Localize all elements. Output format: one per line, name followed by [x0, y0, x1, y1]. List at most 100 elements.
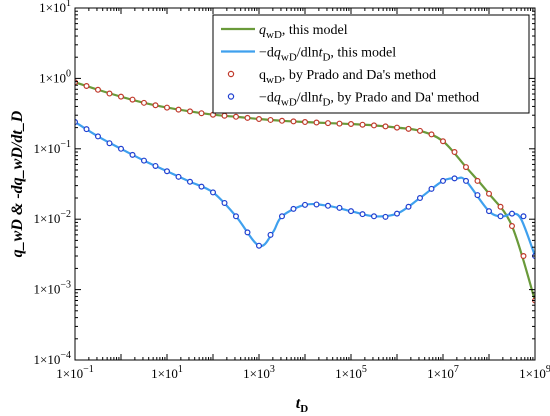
data-point-2 — [75, 79, 78, 86]
legend-swatch-marker — [227, 70, 235, 78]
x-tick-label: 1×105 — [335, 364, 367, 381]
data-point-3 — [405, 203, 412, 210]
data-point-2 — [451, 149, 458, 156]
data-point-2 — [313, 119, 320, 126]
data-point-2 — [106, 90, 113, 97]
data-point-3 — [152, 162, 159, 169]
legend-label: qwD, by Prado and Da's method — [259, 68, 436, 86]
data-point-2 — [94, 86, 101, 93]
data-point-3 — [164, 168, 171, 175]
data-point-3 — [117, 145, 124, 152]
data-point-2 — [140, 99, 147, 106]
data-point-2 — [221, 112, 228, 119]
data-point-3 — [370, 213, 377, 220]
legend: qwD, this model −dqwD/dlntD, this model qw… — [212, 14, 530, 114]
legend-label: −dqwD/dlntD, by Prado and Da' method — [259, 91, 479, 109]
legend-box — [212, 14, 530, 114]
x-axis-label: tD — [296, 395, 308, 415]
data-point-3 — [324, 202, 331, 209]
y-tick-labels: 1×10−4 1×10−3 1×10−2 1×10−1 1×100 1×101 — [34, 0, 71, 367]
x-tick-label: 1×107 — [427, 364, 459, 381]
data-point-3 — [440, 177, 447, 184]
data-point-2 — [232, 113, 239, 120]
data-point-2 — [302, 119, 309, 126]
data-point-2 — [394, 124, 401, 131]
data-point-3 — [313, 201, 320, 208]
data-point-3 — [302, 201, 309, 208]
data-point-3 — [83, 126, 90, 133]
data-point-3 — [256, 242, 263, 249]
data-point-2 — [416, 127, 423, 134]
data-point-2 — [117, 93, 124, 100]
data-point-2 — [348, 121, 355, 128]
data-point-2 — [497, 203, 504, 210]
data-point-3 — [416, 195, 423, 202]
data-point-3 — [451, 175, 458, 182]
x-tick-label: 1×101 — [151, 364, 183, 381]
data-point-3 — [382, 213, 389, 220]
data-point-2 — [278, 117, 285, 124]
data-point-2 — [440, 138, 447, 145]
legend-label: −dqwD/dlntD, this model — [259, 46, 396, 64]
y-axis-label: q_wD & -dq_wD/dt_D — [9, 110, 26, 257]
data-point-3 — [106, 140, 113, 147]
data-point-2 — [267, 116, 274, 123]
data-point-2 — [256, 116, 263, 123]
data-point-2 — [520, 253, 527, 260]
data-point-2 — [198, 110, 205, 117]
data-point-3 — [520, 213, 527, 220]
data-point-2 — [428, 131, 435, 138]
data-point-3 — [129, 151, 136, 158]
x-tick-label: 1×10−1 — [56, 364, 93, 381]
x-tick-labels: 1×10−1 1×101 1×103 1×105 1×107 1×109 — [56, 364, 550, 381]
data-point-2 — [359, 121, 366, 128]
data-point-3 — [140, 157, 147, 164]
y-tick-label: 1×10−3 — [34, 280, 71, 297]
data-point-3 — [359, 211, 366, 218]
data-point-3 — [221, 199, 228, 206]
data-point-3 — [486, 208, 493, 215]
data-point-2 — [129, 96, 136, 103]
data-point-3 — [198, 183, 205, 190]
data-point-3 — [267, 231, 274, 238]
x-axis-label-main: t — [296, 395, 301, 412]
data-point-2 — [486, 190, 493, 197]
data-point-3 — [244, 229, 251, 236]
data-point-3 — [348, 208, 355, 215]
legend-swatch-marker — [227, 93, 235, 100]
data-point-2 — [474, 177, 481, 184]
data-point-3 — [462, 177, 469, 184]
data-point-2 — [83, 82, 90, 89]
data-point-2 — [164, 104, 171, 111]
data-point-2 — [508, 223, 515, 230]
x-tick-label: 1×109 — [519, 364, 550, 381]
y-tick-label: 1×10−4 — [34, 350, 71, 367]
data-point-3 — [474, 192, 481, 199]
data-point-3 — [428, 185, 435, 192]
data-point-2 — [324, 120, 331, 127]
data-point-3 — [278, 213, 285, 220]
x-axis-label-sub: D — [300, 403, 308, 415]
data-point-3 — [186, 178, 193, 185]
data-point-2 — [244, 114, 251, 121]
data-point-3 — [175, 173, 182, 180]
data-point-3 — [210, 189, 217, 196]
x-tick-label: 1×103 — [243, 364, 275, 381]
data-point-3 — [336, 204, 343, 211]
data-point-2 — [336, 120, 343, 127]
data-point-3 — [508, 210, 515, 217]
legend-label: qwD, this model — [259, 23, 348, 41]
data-point-3 — [94, 133, 101, 140]
data-point-2 — [290, 118, 297, 125]
data-point-3 — [232, 213, 239, 220]
y-tick-label: 1×100 — [39, 68, 71, 85]
data-point-3 — [75, 119, 78, 126]
data-point-2 — [462, 164, 469, 171]
series-layer — [75, 79, 535, 304]
data-point-2 — [175, 106, 182, 113]
data-point-2 — [152, 102, 159, 109]
y-tick-label: 1×10−1 — [34, 139, 71, 156]
data-point-2 — [186, 108, 193, 115]
y-tick-label: 1×101 — [39, 0, 71, 15]
